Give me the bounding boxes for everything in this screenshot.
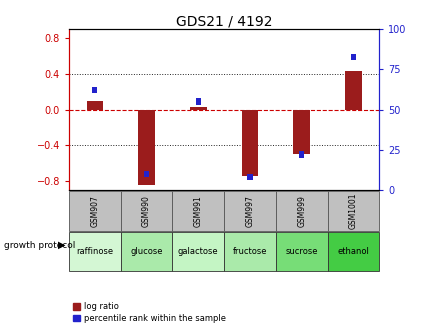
Bar <box>298 151 304 158</box>
Bar <box>144 170 149 177</box>
Text: GSM1001: GSM1001 <box>348 193 357 229</box>
Bar <box>224 191 275 231</box>
Text: sucrose: sucrose <box>285 247 317 256</box>
Bar <box>120 191 172 231</box>
Bar <box>293 110 309 154</box>
Bar <box>247 174 252 180</box>
Bar <box>172 191 224 231</box>
Bar <box>120 232 172 271</box>
Bar <box>350 54 355 60</box>
Bar <box>275 191 327 231</box>
Bar <box>195 98 200 105</box>
Bar <box>172 232 224 271</box>
Bar <box>190 107 206 110</box>
Text: glucose: glucose <box>130 247 163 256</box>
Bar <box>327 191 378 231</box>
Bar <box>92 87 97 94</box>
Bar <box>327 232 378 271</box>
Title: GDS21 / 4192: GDS21 / 4192 <box>175 14 272 28</box>
Text: fructose: fructose <box>232 247 267 256</box>
Text: GSM991: GSM991 <box>194 195 202 227</box>
Text: GSM997: GSM997 <box>245 195 254 227</box>
Text: GSM907: GSM907 <box>90 195 99 227</box>
Bar <box>69 232 120 271</box>
Bar <box>275 232 327 271</box>
Legend: log ratio, percentile rank within the sample: log ratio, percentile rank within the sa… <box>73 302 225 323</box>
Bar <box>241 110 258 176</box>
Text: growth protocol: growth protocol <box>4 241 76 250</box>
Bar <box>224 232 275 271</box>
Bar <box>138 110 154 185</box>
Text: GSM999: GSM999 <box>297 195 305 227</box>
Text: ▶: ▶ <box>58 240 65 250</box>
Text: GSM990: GSM990 <box>142 195 150 227</box>
Bar <box>86 101 103 110</box>
Bar <box>344 71 361 110</box>
Text: galactose: galactose <box>178 247 218 256</box>
Text: ethanol: ethanol <box>337 247 369 256</box>
Bar <box>69 191 120 231</box>
Text: raffinose: raffinose <box>76 247 113 256</box>
